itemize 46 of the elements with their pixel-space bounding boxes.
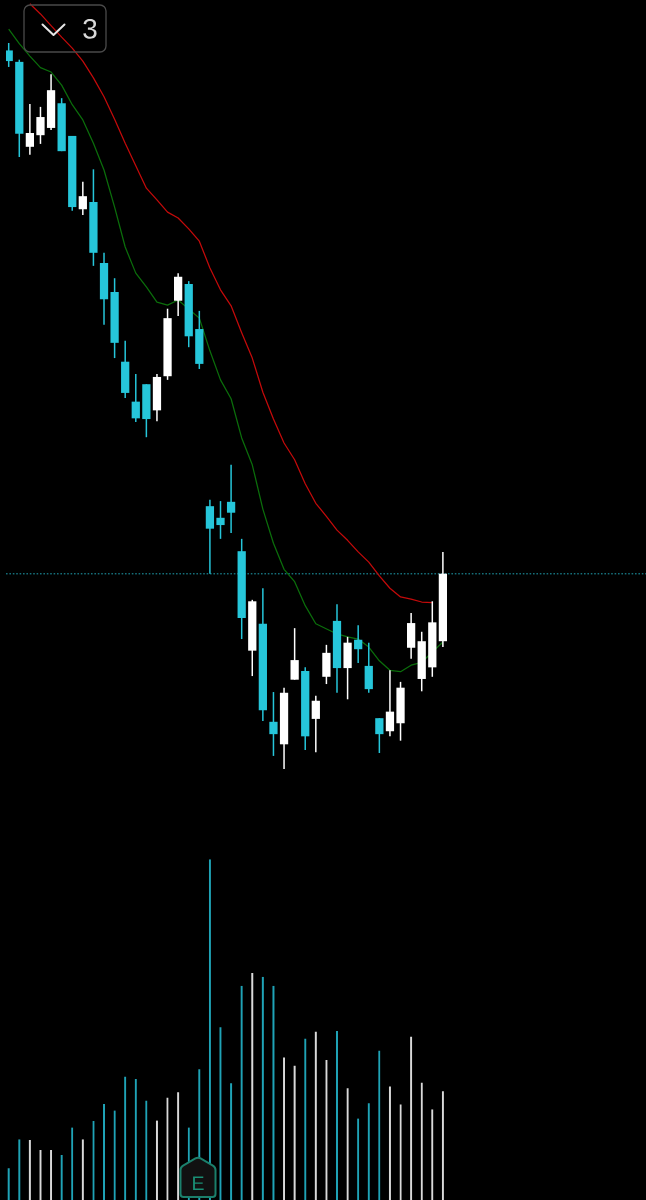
bar — [71, 1127, 74, 1200]
bar — [230, 1083, 233, 1200]
candlestick — [205, 498, 215, 575]
bar — [28, 1140, 31, 1200]
bar — [103, 1103, 106, 1200]
bar — [378, 1050, 381, 1200]
candlestick — [131, 373, 140, 423]
bar — [251, 973, 254, 1200]
candlestick — [364, 641, 373, 694]
bar — [399, 1104, 402, 1200]
candlestick — [174, 272, 183, 317]
bar — [293, 1065, 296, 1200]
candlestick — [269, 691, 278, 757]
candlestick — [216, 500, 225, 540]
bar — [357, 1118, 360, 1200]
candlestick — [25, 103, 35, 156]
text: 3 — [83, 18, 97, 39]
bar — [335, 1031, 338, 1200]
candlestick — [6, 42, 13, 68]
bar — [124, 1076, 127, 1200]
candlestick — [36, 106, 45, 145]
bar — [155, 1120, 158, 1200]
bar — [145, 1100, 148, 1200]
bar — [367, 1103, 370, 1200]
candlestick — [385, 669, 395, 738]
bar — [283, 1057, 286, 1200]
bar — [346, 1088, 349, 1200]
bar — [81, 1139, 84, 1200]
annotation: E — [193, 1176, 204, 1190]
candlestick — [78, 180, 87, 216]
candlestick — [311, 694, 320, 754]
bar — [420, 1082, 423, 1200]
bar — [134, 1079, 137, 1200]
bar — [388, 1086, 391, 1200]
bar — [60, 1155, 63, 1200]
bar — [113, 1110, 116, 1200]
bar — [410, 1036, 413, 1200]
candlestick — [322, 644, 331, 685]
bar — [177, 1092, 180, 1200]
bar — [431, 1109, 434, 1200]
candlestick — [226, 464, 236, 534]
bar — [50, 1149, 53, 1200]
bar — [441, 1091, 444, 1200]
candlestick — [375, 717, 384, 754]
candlestick — [354, 624, 363, 664]
candlestick — [290, 627, 299, 681]
